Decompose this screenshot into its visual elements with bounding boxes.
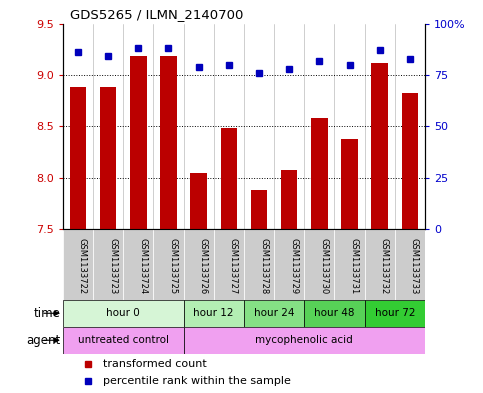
Bar	[63, 229, 93, 300]
Bar	[63, 300, 184, 327]
Text: GSM1133731: GSM1133731	[350, 238, 358, 294]
Bar	[311, 118, 327, 229]
Bar	[365, 229, 395, 300]
Text: GDS5265 / ILMN_2140700: GDS5265 / ILMN_2140700	[70, 8, 243, 21]
Text: GSM1133727: GSM1133727	[229, 238, 238, 294]
Bar	[244, 229, 274, 300]
Bar	[154, 229, 184, 300]
Text: time: time	[34, 307, 61, 320]
Bar	[184, 229, 213, 300]
Bar	[335, 229, 365, 300]
Text: mycophenolic acid: mycophenolic acid	[256, 335, 353, 345]
Bar	[402, 94, 418, 229]
Text: GSM1133723: GSM1133723	[108, 238, 117, 294]
Text: percentile rank within the sample: percentile rank within the sample	[103, 376, 290, 386]
Bar	[123, 229, 154, 300]
Bar	[100, 87, 116, 229]
Text: GSM1133733: GSM1133733	[410, 238, 419, 294]
Bar	[341, 139, 358, 229]
Bar	[184, 327, 425, 354]
Text: GSM1133725: GSM1133725	[169, 238, 177, 294]
Text: agent: agent	[27, 334, 61, 347]
Bar	[244, 300, 304, 327]
Text: GSM1133732: GSM1133732	[380, 238, 389, 294]
Bar	[281, 169, 298, 229]
Bar	[70, 87, 86, 229]
Text: GSM1133722: GSM1133722	[78, 238, 87, 294]
Bar	[63, 327, 184, 354]
Bar	[395, 229, 425, 300]
Bar	[365, 300, 425, 327]
Text: untreated control: untreated control	[78, 335, 169, 345]
Bar	[221, 129, 237, 229]
Text: GSM1133730: GSM1133730	[319, 238, 328, 294]
Text: GSM1133724: GSM1133724	[138, 238, 147, 294]
Text: hour 24: hour 24	[254, 308, 294, 318]
Text: GSM1133726: GSM1133726	[199, 238, 208, 294]
Bar	[190, 173, 207, 229]
Bar	[371, 62, 388, 229]
Bar	[304, 229, 335, 300]
Bar	[160, 57, 177, 229]
Text: hour 0: hour 0	[106, 308, 140, 318]
Bar	[274, 229, 304, 300]
Bar	[93, 229, 123, 300]
Text: hour 12: hour 12	[194, 308, 234, 318]
Text: hour 72: hour 72	[375, 308, 415, 318]
Text: hour 48: hour 48	[314, 308, 355, 318]
Bar	[304, 300, 365, 327]
Text: GSM1133728: GSM1133728	[259, 238, 268, 294]
Bar	[184, 300, 244, 327]
Bar	[213, 229, 244, 300]
Bar	[130, 57, 146, 229]
Text: transformed count: transformed count	[103, 359, 206, 369]
Bar	[251, 190, 267, 229]
Text: GSM1133729: GSM1133729	[289, 238, 298, 294]
